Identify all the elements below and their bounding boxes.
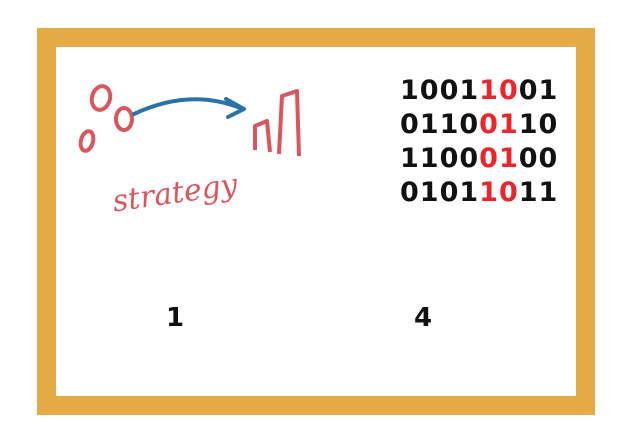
label-four: 4 — [414, 303, 433, 333]
strategy-word: strategy — [110, 167, 240, 219]
circle-medium — [114, 106, 134, 132]
arrow-curve — [132, 97, 242, 116]
binary-row: 01100110 — [400, 109, 559, 140]
binary-row: 11000100 — [400, 143, 559, 174]
bar-short — [253, 119, 272, 153]
label-one: 1 — [166, 303, 185, 333]
card-frame — [37, 28, 595, 415]
circle-small — [78, 129, 96, 153]
circle-large — [89, 84, 113, 112]
arrow-head-icon — [224, 97, 246, 119]
bar-tall — [277, 89, 301, 157]
binary-row: 10011001 — [400, 75, 559, 106]
binary-row: 01011011 — [400, 177, 559, 208]
binary-grid: 10011001 01100110 11000100 01011011 — [400, 74, 558, 210]
